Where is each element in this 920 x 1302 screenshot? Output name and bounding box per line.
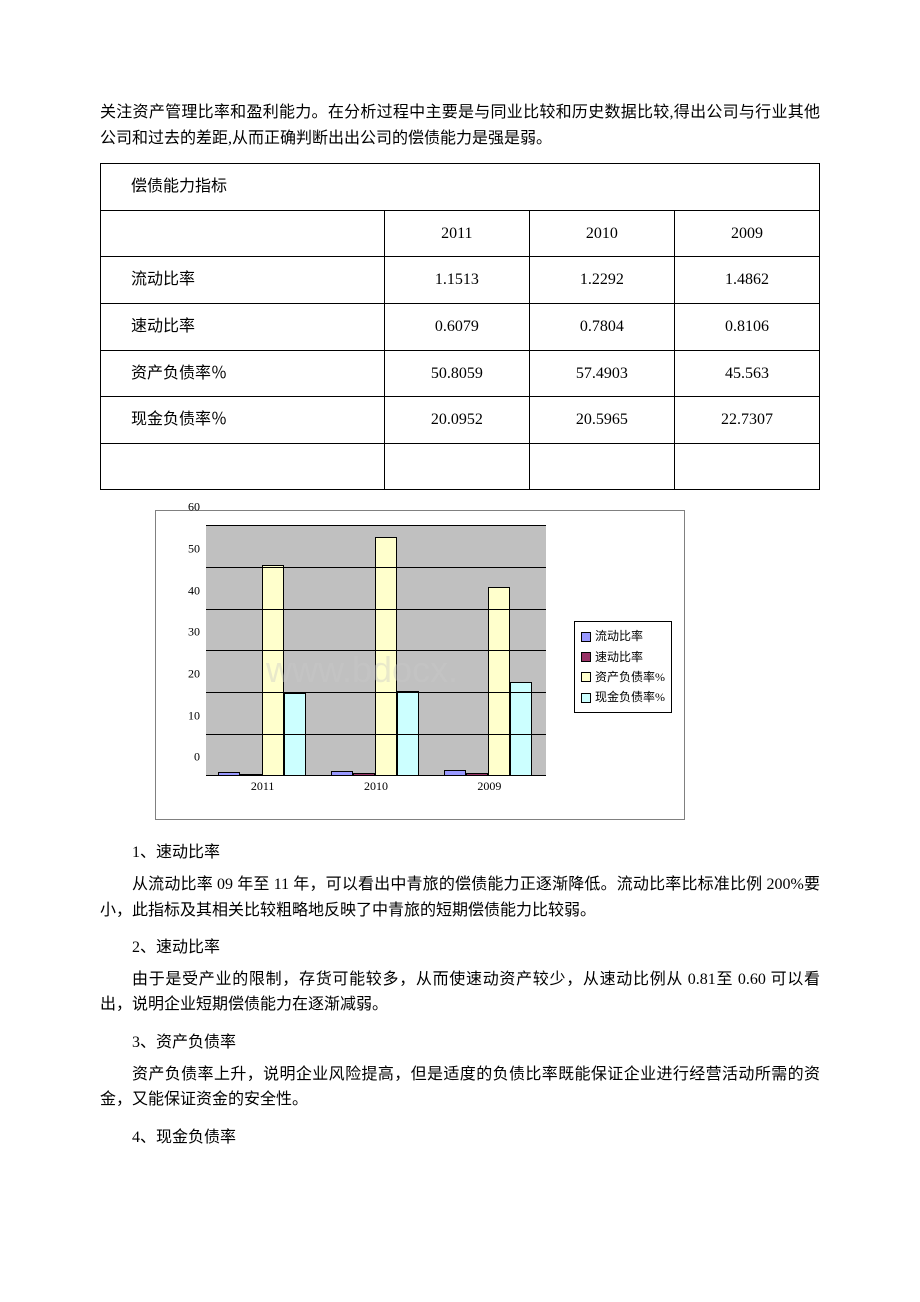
table-cell: 2010 [529,210,674,257]
x-axis-tick-label: 2009 [444,777,534,796]
legend-swatch [581,652,591,662]
table-cell: 0.7804 [529,303,674,350]
intro-paragraph: 关注资产管理比率和盈利能力。在分析过程中主要是与同业比较和历史数据比较,得出公司… [100,100,820,151]
y-axis-tick-label: 30 [188,623,200,642]
chart-gridline [206,692,546,693]
chart-bar [488,587,510,777]
x-axis-tick-label: 2010 [331,777,421,796]
legend-item: 现金负债率% [581,688,665,707]
y-axis-tick-label: 50 [188,539,200,558]
table-row: 2011 2010 2009 [101,210,820,257]
table-cell: 20.0952 [384,397,529,444]
table-row: 资产负债率％ 50.8059 57.4903 45.563 [101,350,820,397]
chart-gridline [206,525,546,526]
section-heading: 3、资产负债率 [100,1030,820,1056]
chart-plot-area: 201120102009 0102030405060 [206,526,546,776]
table-cell: 2011 [384,210,529,257]
chart-gridline [206,609,546,610]
table-row: 现金负债率％ 20.0952 20.5965 22.7307 [101,397,820,444]
table-cell: 50.8059 [384,350,529,397]
chart-gridline [206,650,546,651]
legend-label: 现金负债率% [595,688,665,707]
table-cell: 1.2292 [529,257,674,304]
legend-label: 资产负债率% [595,668,665,687]
section-heading: 2、速动比率 [100,935,820,961]
table-title: 偿债能力指标 [101,164,820,211]
y-axis-tick-label: 60 [188,498,200,517]
table-cell: 57.4903 [529,350,674,397]
legend-label: 流动比率 [595,627,643,646]
legend-item: 资产负债率% [581,668,665,687]
legend-label: 速动比率 [595,648,643,667]
table-cell: 速动比率 [101,303,385,350]
table-row: 偿债能力指标 [101,164,820,211]
section-heading: 4、现金负债率 [100,1125,820,1151]
table-cell: 0.6079 [384,303,529,350]
section-body: 资产负债率上升，说明企业风险提高，但是适度的负债比率既能保证企业进行经营活动所需… [100,1062,820,1113]
legend-swatch [581,632,591,642]
bar-group: 2011 [218,526,308,776]
table-row [101,443,820,490]
x-axis-tick-label: 2011 [218,777,308,796]
y-axis-tick-label: 10 [188,706,200,725]
section-heading: 1、速动比率 [100,840,820,866]
legend-swatch [581,693,591,703]
table-cell: 资产负债率％ [101,350,385,397]
chart-bar [510,682,532,777]
table-cell: 1.1513 [384,257,529,304]
table-cell [101,443,385,490]
chart-gridline [206,567,546,568]
section-body: 由于是受产业的限制，存货可能较多，从而使速动资产较少，从速动比例从 0.81至 … [100,967,820,1018]
chart-gridline [206,734,546,735]
section-body: 从流动比率 09 年至 11 年，可以看出中青旅的偿债能力正逐渐降低。流动比率比… [100,872,820,923]
bar-group: 2010 [331,526,421,776]
legend-swatch [581,672,591,682]
chart-gridline [206,775,546,776]
table-cell [529,443,674,490]
table-cell: 2009 [674,210,819,257]
y-axis-tick-label: 40 [188,581,200,600]
chart-bar [375,537,397,777]
table-cell: 22.7307 [674,397,819,444]
y-axis-tick-label: 20 [188,664,200,683]
bar-group: 2009 [444,526,534,776]
table-cell: 45.563 [674,350,819,397]
y-axis-tick-label: 0 [194,748,200,767]
table-cell: 0.8106 [674,303,819,350]
table-row: 流动比率 1.1513 1.2292 1.4862 [101,257,820,304]
table-cell [674,443,819,490]
bar-chart: 201120102009 0102030405060 www.bdocx. 流动… [155,510,685,820]
table-row: 速动比率 0.6079 0.7804 0.8106 [101,303,820,350]
chart-bar [262,565,284,777]
table-cell: 1.4862 [674,257,819,304]
table-cell: 现金负债率％ [101,397,385,444]
chart-legend: 流动比率速动比率资产负债率%现金负债率% [574,621,672,713]
table-cell: 流动比率 [101,257,385,304]
solvency-table: 偿债能力指标 2011 2010 2009 流动比率 1.1513 1.2292… [100,163,820,490]
table-cell [101,210,385,257]
table-cell: 20.5965 [529,397,674,444]
legend-item: 流动比率 [581,627,665,646]
table-cell [384,443,529,490]
legend-item: 速动比率 [581,648,665,667]
